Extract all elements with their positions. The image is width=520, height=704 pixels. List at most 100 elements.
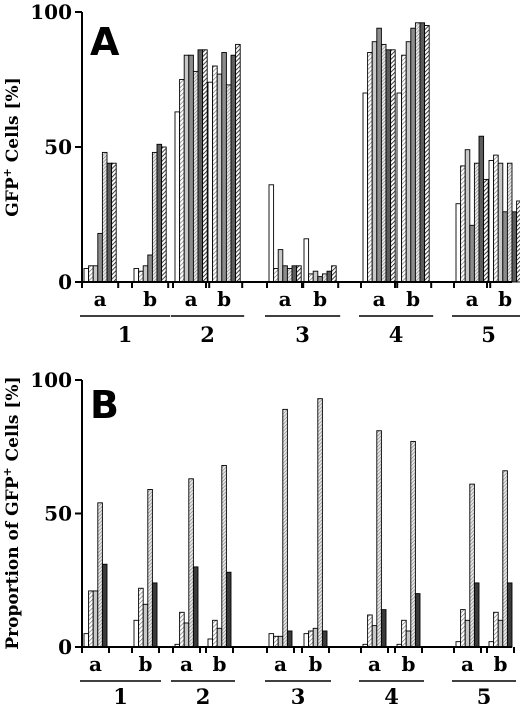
bar-b-group5a-s4 [469,483,475,648]
bar-b-group3a-s3 [277,635,284,648]
bar-a-group1b-s6 [156,143,163,283]
subgroup-label: a [461,652,474,676]
subgroup-label: a [89,652,102,676]
bar-b-group3a-s4 [282,408,288,648]
bar-a-group1a-s3 [92,265,99,283]
bar-a-group1b-s5 [151,151,158,283]
subgroup-label: b [498,287,512,311]
bar-b-group5a-s5 [473,582,480,648]
bar-a-group2b-s6 [230,54,237,283]
bar-b-group2b-s1 [207,638,214,648]
group-label: 5 [477,684,492,704]
group-label: 2 [200,322,215,347]
bar-a-group3a-s2 [273,268,279,283]
bar-a-group5a-s6 [478,135,485,283]
bar-b-group2b-s5 [225,571,232,648]
y-tick-label: 100 [30,368,72,392]
group-label: 1 [113,684,128,704]
bar-a-group5b-s5 [506,162,513,283]
bar-b-group3a-s1 [268,633,275,648]
bar-b-group2b-s4 [221,464,227,648]
y-axis-label: GFP+ Cells [%] [1,77,23,217]
bar-a-group1a-s4 [97,232,103,283]
bar-a-group4b-s7 [424,25,430,283]
bar-a-group5a-s1 [455,203,462,283]
bar-a-group5a-s5 [473,162,480,283]
bar-b-group5b-s2 [493,611,499,648]
bar-a-group1b-s7 [161,146,167,283]
bar-a-group3b-s1 [303,238,310,283]
subgroup-label: b [494,652,508,676]
bar-a-group5b-s6 [511,211,518,283]
bar-b-group1a-s4 [97,502,103,648]
bar-a-group4a-s3 [371,41,378,283]
bar-a-group2b-s7 [235,43,241,283]
bar-a-group4a-s1 [362,92,369,283]
bar-a-group2b-s1 [207,81,214,283]
bar-b-group4a-s2 [367,614,373,648]
bar-a-group3a-s3 [277,249,284,283]
bar-b-group1a-s5 [101,563,108,648]
bar-a-group5a-s2 [460,165,466,283]
bar-a-group1a-s7 [111,162,117,283]
bar-a-group1b-s1 [133,268,140,283]
bar-a-group3b-s7 [331,265,337,283]
bar-a-group2a-s4 [188,54,194,283]
bar-a-group4b-s4 [410,27,416,283]
y-axis-label: Proportion of GFP+ Cells [%] [1,376,23,649]
bar-a-group1a-s1 [83,268,90,283]
bar-a-group3a-s1 [268,184,275,283]
subgroup-label: b [309,652,323,676]
bar-a-group2b-s3 [216,73,223,283]
bar-a-group4a-s6 [385,49,392,283]
group-label: 2 [196,684,211,704]
bar-b-group1b-s2 [138,587,144,648]
bar-b-group2a-s3 [183,622,190,648]
bar-b-group1b-s1 [133,619,140,648]
group-label: 3 [291,684,306,704]
panel-letter: A [90,20,120,64]
group-label: 1 [118,322,133,347]
bar-a-group4a-s5 [380,43,387,283]
bar-a-group2a-s6 [197,49,204,283]
bar-a-group3a-s5 [286,268,293,283]
subgroup-label: a [185,287,198,311]
bar-a-group2a-s7 [202,49,208,283]
bar-b-group4b-s2 [401,619,407,648]
bar-b-group4a-s4 [376,430,382,648]
bar-a-group3b-s3 [312,270,319,283]
bar-b-group2a-s5 [192,566,199,648]
bar-b-group4a-s5 [380,609,387,648]
bar-a-group2a-s1 [174,111,181,283]
y-tick-label: 50 [44,135,72,159]
subgroup-label: a [368,652,381,676]
bar-a-group5b-s3 [497,162,504,283]
bar-b-group2a-s2 [179,611,185,648]
bar-b-group4b-s5 [414,593,421,648]
bar-b-group1b-s3 [142,603,149,648]
bar-a-group3b-s2 [308,273,314,283]
bar-a-group1a-s5 [101,151,108,283]
bar-b-group5a-s3 [464,619,471,648]
bar-b-group1a-s2 [88,590,94,648]
bar-b-group3b-s1 [303,633,310,648]
subgroup-label: b [139,652,153,676]
bar-b-group3b-s4 [317,398,323,648]
bar-a-group5a-s3 [464,149,471,283]
subgroup-label: b [213,652,227,676]
bar-a-group2b-s5 [225,84,232,283]
bar-a-group2a-s2 [179,79,185,283]
bar-b-group3a-s2 [273,635,279,648]
bar-a-group1a-s6 [106,162,113,283]
subgroup-label: a [373,287,386,311]
bar-a-group2b-s2 [212,65,218,283]
subgroup-label: b [143,287,157,311]
bar-a-group5b-s7 [516,200,520,283]
bar-a-group3a-s7 [296,265,302,283]
bar-b-group1a-s3 [92,590,99,648]
group-label: 3 [295,322,310,347]
bar-b-group3a-s5 [286,630,293,648]
subgroup-label: a [274,652,287,676]
